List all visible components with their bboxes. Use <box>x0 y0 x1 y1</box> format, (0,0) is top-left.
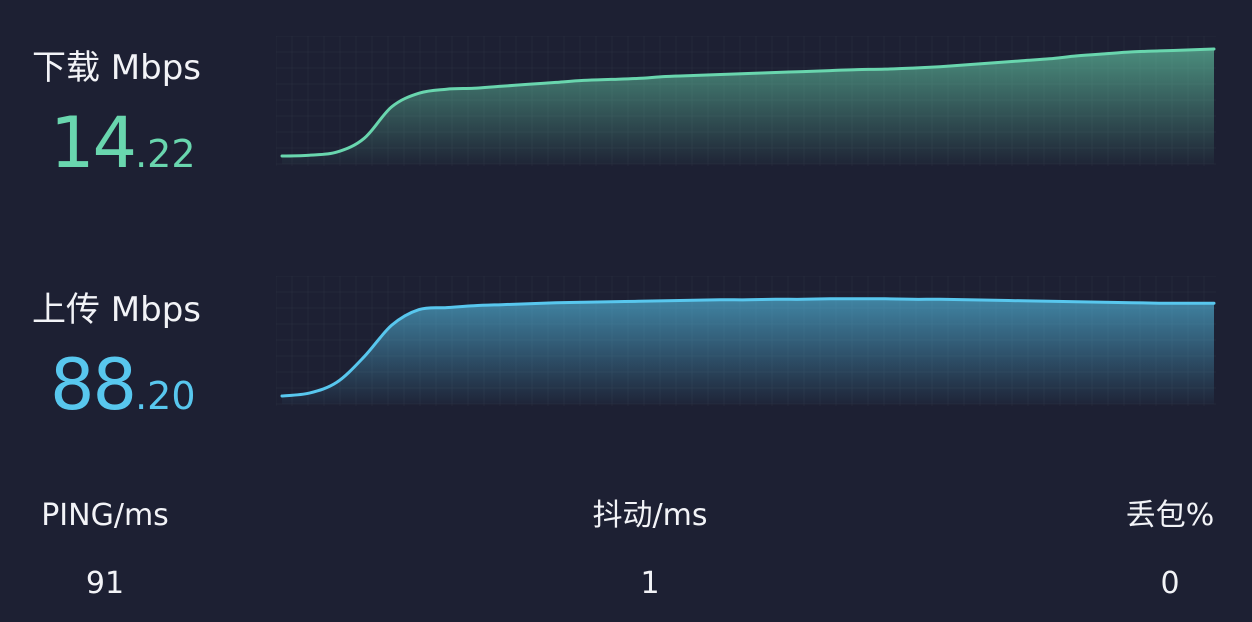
jitter-value: 1 <box>640 566 660 601</box>
ping-value: 91 <box>85 566 125 601</box>
download-chart-svg <box>276 36 1216 166</box>
upload-line <box>280 297 1216 398</box>
upload-chart-svg <box>276 276 1216 406</box>
ping-label: PING/ms <box>41 498 169 533</box>
upload-speed-chart <box>276 276 1216 406</box>
download-speed-chart <box>276 36 1216 166</box>
packet-loss-label: 丢包% <box>1125 498 1215 533</box>
download-value: 14.22 <box>50 108 196 197</box>
download-value-decimal: .22 <box>135 132 196 176</box>
jitter-label: 抖动/ms <box>592 498 708 533</box>
upload-area <box>282 298 1214 404</box>
ping-stat: PING/ms 91 <box>30 494 180 606</box>
download-value-integer: 14 <box>50 102 137 184</box>
upload-value: 88.20 <box>50 350 196 439</box>
upload-label: 上传 Mbps <box>32 290 202 330</box>
jitter-stat: 抖动/ms 1 <box>570 494 730 606</box>
download-area <box>282 49 1214 164</box>
upload-value-decimal: .20 <box>135 374 196 418</box>
packet-loss-value: 0 <box>1160 566 1180 601</box>
download-line <box>280 47 1216 158</box>
download-label: 下载 Mbps <box>32 48 202 88</box>
upload-value-integer: 88 <box>50 344 137 426</box>
packet-loss-stat: 丢包% 0 <box>1110 494 1230 606</box>
